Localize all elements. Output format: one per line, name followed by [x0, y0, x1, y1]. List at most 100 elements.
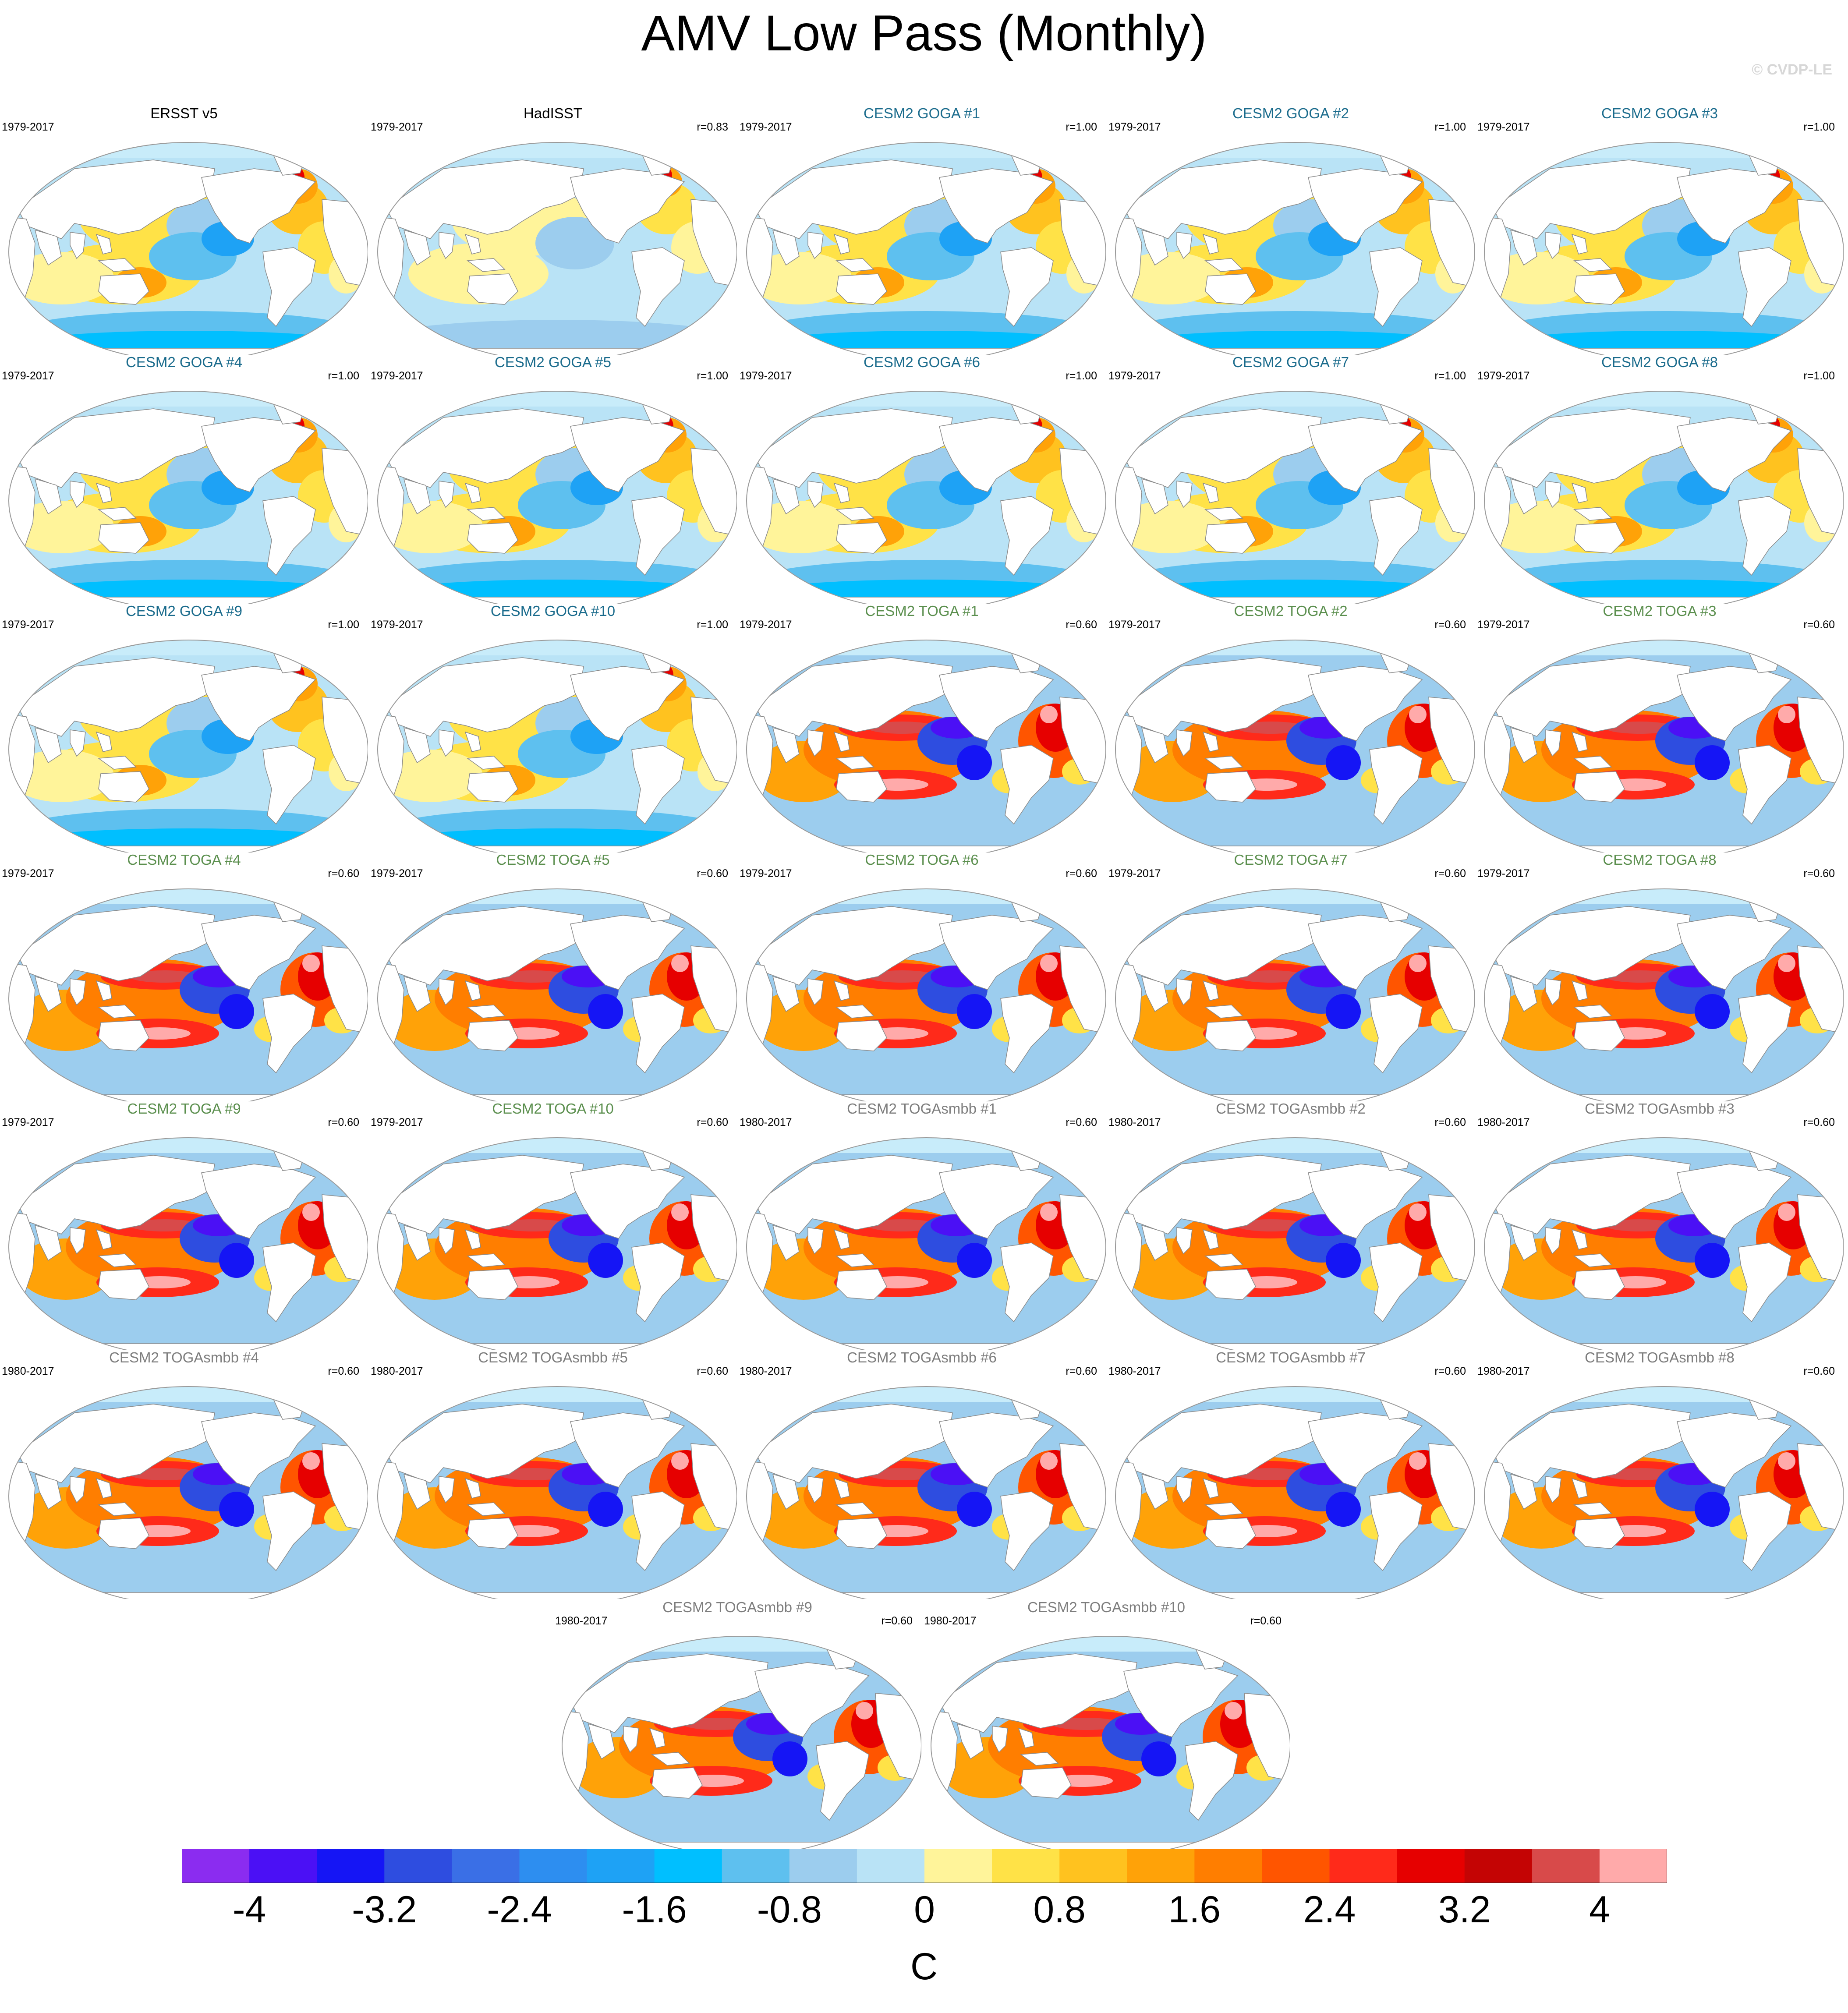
sst-anomaly-map [1484, 888, 1844, 1101]
sea-ice-band [747, 1387, 1106, 1402]
landmass [1574, 522, 1625, 554]
panel-pattern-correlation: r=0.60 [1066, 867, 1097, 880]
panel-pattern-correlation: r=0.83 [697, 121, 728, 133]
colorbar-tick-label: -4 [232, 1889, 266, 1931]
landmass [1018, 1727, 1034, 1748]
anomaly-contour [302, 1452, 320, 1470]
sst-anomaly-map [1484, 640, 1844, 853]
map-panel: CESM2 TOGA #2 1979-2017 r=0.60 [1107, 603, 1475, 853]
map-panel: CESM2 TOGAsmbb #5 1980-2017 r=0.60 [369, 1349, 737, 1599]
landmass [807, 1476, 824, 1504]
landmass [1205, 522, 1256, 554]
landmass [467, 1269, 518, 1300]
landmass [1797, 1443, 1844, 1532]
anomaly-contour [1236, 1468, 1306, 1480]
landmass [833, 1478, 850, 1499]
panel-title: CESM2 GOGA #10 [490, 603, 616, 619]
landmass [690, 945, 737, 1034]
landmass [467, 1518, 518, 1549]
landmass [835, 1005, 874, 1019]
colorbar-swatch [1059, 1849, 1127, 1883]
landmass [70, 1227, 86, 1255]
landmass [623, 1726, 639, 1753]
anomaly-contour [671, 1203, 689, 1221]
landmass [836, 1518, 887, 1549]
anomaly-contour [957, 745, 992, 780]
panel-years: 1980-2017 [740, 1365, 792, 1377]
landmass [1571, 1229, 1588, 1250]
landmass [98, 1020, 149, 1051]
landmass [96, 1478, 112, 1499]
anomaly-contour [1040, 1452, 1058, 1470]
landmass [875, 1693, 921, 1781]
sea-ice-band [562, 1636, 921, 1652]
landmass [1000, 496, 1054, 576]
landmass [835, 258, 874, 272]
map-outline [746, 640, 1106, 853]
landmass [1000, 247, 1054, 327]
landmass [262, 496, 316, 576]
landmass [1369, 745, 1423, 825]
sea-ice-band [747, 1138, 1106, 1153]
landmass [439, 1476, 455, 1504]
landmass [772, 727, 800, 764]
map-outline [377, 142, 737, 355]
panel-years: 1979-2017 [371, 1116, 423, 1129]
landmass [1574, 273, 1625, 305]
landmass [690, 1443, 737, 1532]
colorbar-swatch [384, 1849, 452, 1883]
landmass [1176, 481, 1193, 508]
panel-years: 1980-2017 [1477, 1116, 1530, 1129]
sea-ice-band [9, 391, 368, 407]
landmass [1510, 478, 1537, 515]
anomaly-contour [1778, 955, 1795, 972]
landmass [1797, 1194, 1844, 1283]
map-outline [8, 888, 368, 1101]
landmass [403, 976, 431, 1012]
sea-ice-band [9, 640, 368, 655]
anomaly-contour [1695, 745, 1730, 780]
landmass [833, 980, 850, 1001]
landmass [1738, 1242, 1791, 1323]
landmass [1202, 731, 1219, 752]
anomaly-contour [1236, 722, 1306, 734]
landmass [1428, 945, 1475, 1034]
map-outline [746, 1137, 1106, 1350]
landmass [772, 1473, 800, 1510]
landmass [570, 417, 685, 492]
anomaly-contour [302, 955, 320, 972]
sst-anomaly-map [1115, 1137, 1475, 1350]
landmass [262, 994, 316, 1074]
landmass [98, 273, 149, 305]
landmass [1176, 1476, 1193, 1504]
landmass [1123, 1662, 1239, 1737]
panel-years: 1979-2017 [1108, 867, 1161, 880]
landmass [1369, 247, 1423, 327]
landmass [1428, 1194, 1475, 1283]
landmass [1545, 1476, 1561, 1504]
landmass [1797, 199, 1844, 287]
landmass [1141, 727, 1168, 764]
colorbar-swatch [182, 1849, 250, 1883]
map-panel: CESM2 GOGA #10 1979-2017 r=1.00 [369, 603, 737, 853]
anomaly-contour [1605, 970, 1675, 983]
landmass [1204, 756, 1243, 770]
landmass [97, 258, 137, 272]
landmass [833, 731, 850, 752]
landmass [262, 1242, 316, 1323]
landmass [97, 507, 137, 521]
panel-pattern-correlation: r=1.00 [328, 370, 359, 382]
panel-years: 1979-2017 [371, 619, 423, 631]
panel-title: CESM2 GOGA #7 [1232, 354, 1349, 370]
sea-ice-band [1115, 889, 1475, 904]
landmass [690, 448, 737, 536]
landmass [836, 1020, 887, 1051]
sst-anomaly-map [931, 1636, 1290, 1849]
panel-title: CESM2 TOGAsmbb #9 [662, 1599, 812, 1615]
sea-ice-band [1484, 640, 1844, 655]
panel-years: 1979-2017 [2, 121, 54, 133]
landmass [322, 448, 368, 536]
landmass [70, 978, 86, 1006]
colorbar-swatch [1194, 1849, 1262, 1883]
map-panel: CESM2 TOGA #4 1979-2017 r=0.60 [0, 852, 368, 1101]
